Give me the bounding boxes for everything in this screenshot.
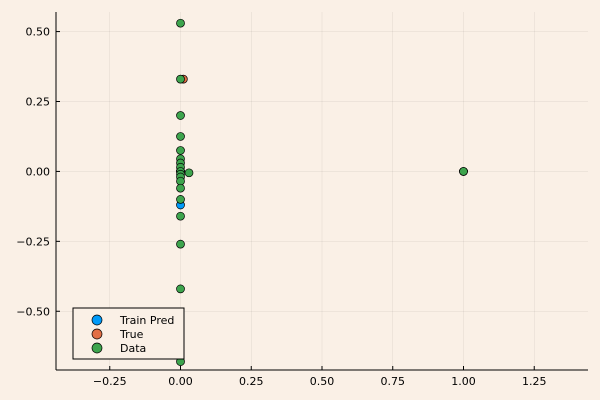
- data-points: [176, 18, 468, 366]
- data-point: [176, 132, 185, 141]
- data-point: [184, 168, 194, 178]
- legend-marker-true: [91, 328, 103, 340]
- data-point: [176, 284, 185, 294]
- data-point: [176, 195, 185, 204]
- legend-marker-train-pred: [91, 314, 103, 326]
- x-tick-label: 0.25: [239, 375, 264, 388]
- y-tick-label: 0.25: [26, 96, 51, 109]
- x-tick-label: 0.75: [380, 375, 405, 388]
- x-tick-label: −0.25: [93, 375, 127, 388]
- y-tick-label: 0.00: [26, 165, 51, 178]
- data-point: [176, 18, 185, 28]
- legend-label-train-pred: Train Pred: [119, 314, 174, 327]
- data-point: [176, 111, 185, 120]
- axes: −0.25 0.00 0.25 0.50 0.75 1.00 1.25 −0.50 −0.25 0…: [16, 12, 588, 388]
- legend-marker-data: [91, 342, 103, 354]
- x-tick-label: 0.00: [168, 375, 193, 388]
- data-point: [176, 183, 185, 193]
- legend-box: [72, 307, 185, 360]
- x-tick-label: 0.50: [310, 375, 335, 388]
- data-point: [176, 146, 185, 155]
- legend-label-true: True: [119, 328, 144, 341]
- data-point: [459, 167, 468, 176]
- legend-label-data: Data: [120, 342, 146, 355]
- data-point: [176, 239, 185, 249]
- y-tick-label: −0.50: [16, 305, 50, 318]
- x-tick-label: 1.25: [522, 375, 547, 388]
- x-tick-label: 1.00: [451, 375, 476, 388]
- grid: [56, 12, 588, 370]
- data-point: [176, 74, 185, 84]
- y-tick-label: −0.25: [16, 235, 50, 248]
- y-tick-label: 0.50: [26, 26, 51, 39]
- data-point: [176, 211, 185, 221]
